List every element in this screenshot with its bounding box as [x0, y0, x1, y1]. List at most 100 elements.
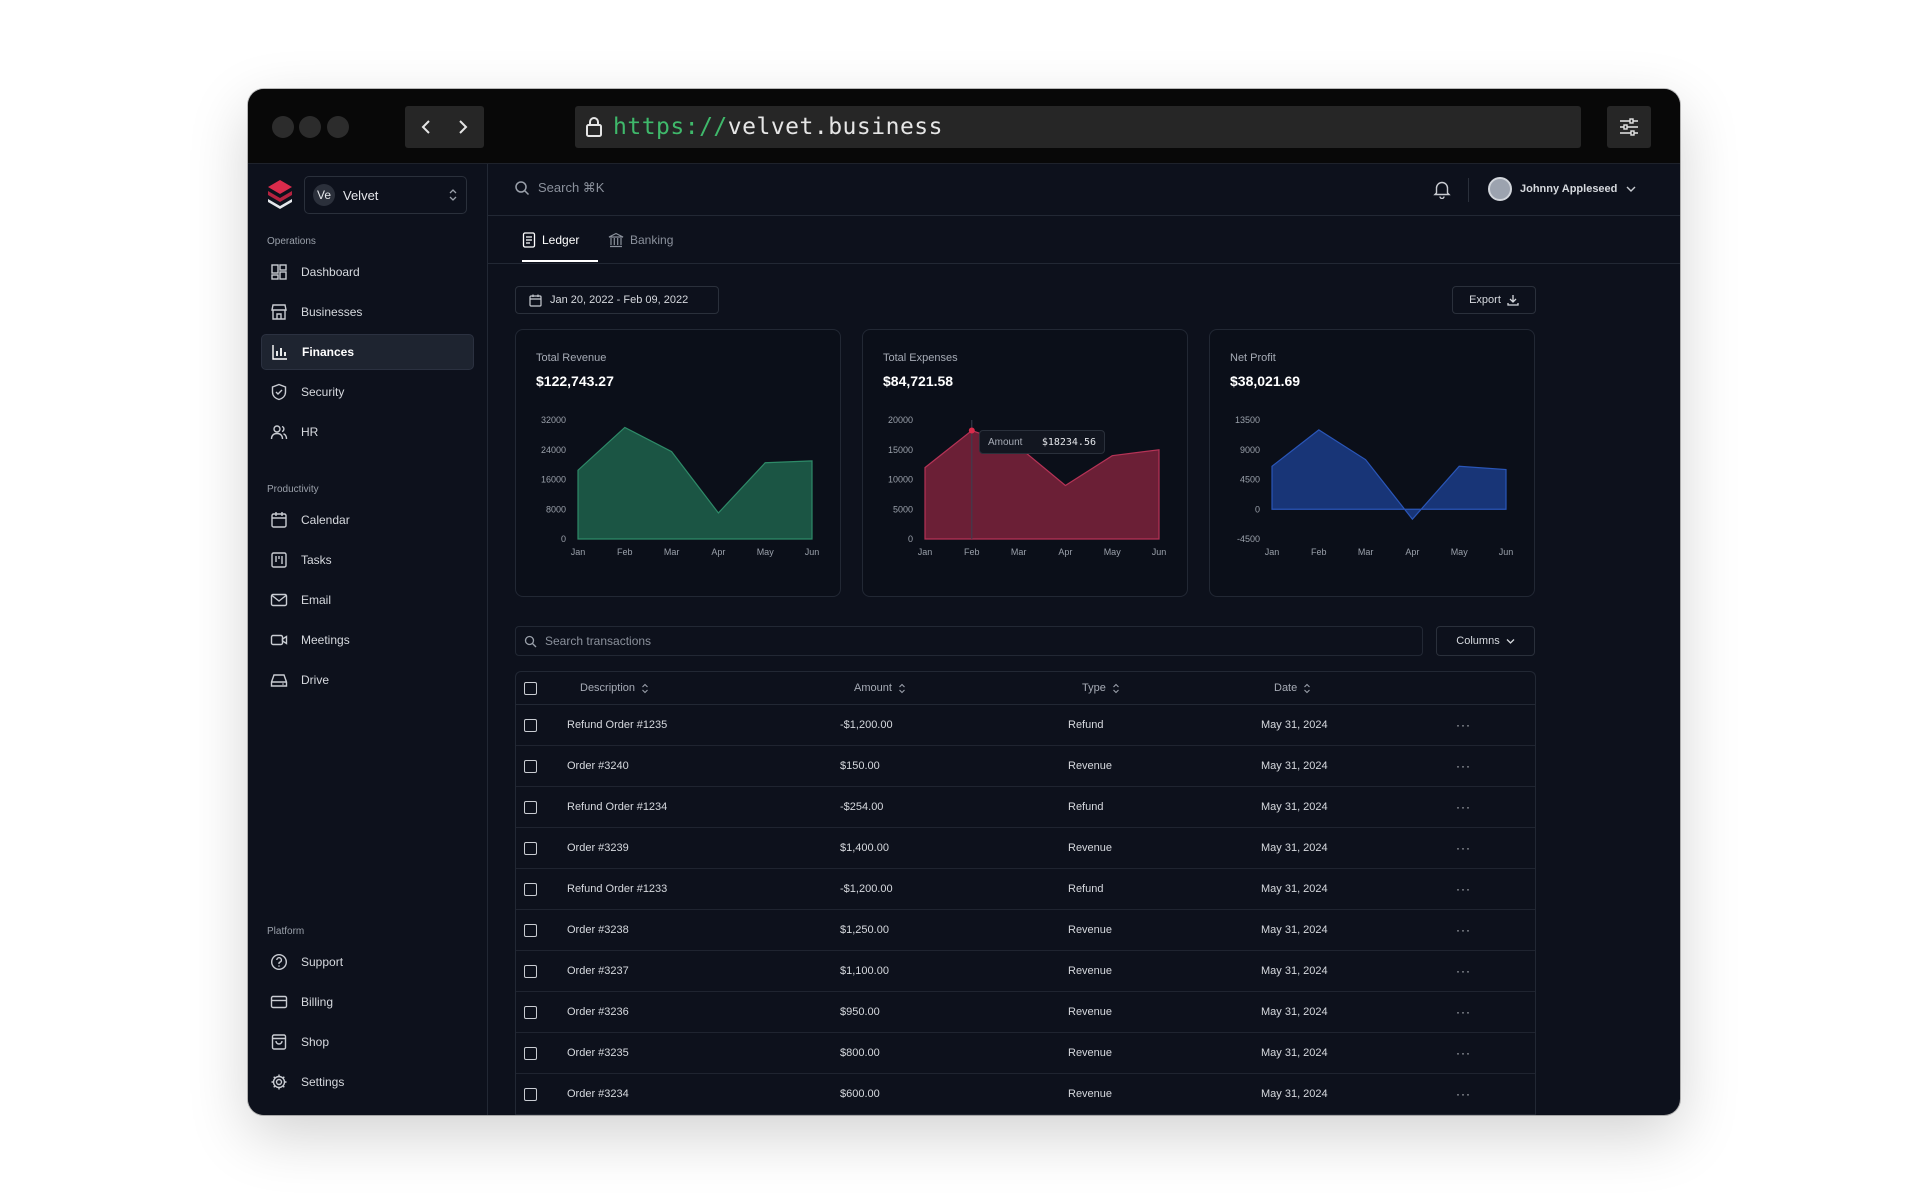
row-checkbox[interactable]: [524, 965, 537, 978]
user-menu[interactable]: Johnny Appleseed: [1488, 177, 1636, 201]
lock-icon: [586, 117, 602, 137]
sidebar-item-label: Meetings: [301, 633, 350, 647]
chevron-right-icon: [459, 120, 468, 134]
browser-settings-button[interactable]: [1607, 106, 1651, 148]
users-icon: [270, 423, 288, 441]
row-menu-button[interactable]: ···: [1456, 759, 1471, 773]
sidebar-item-calendar[interactable]: Calendar: [261, 502, 474, 538]
x-tick-label: Mar: [1358, 547, 1374, 557]
dashboard-icon: [270, 263, 288, 281]
sidebar-item-shop[interactable]: Shop: [261, 1024, 474, 1060]
close-window-button[interactable]: [272, 116, 294, 138]
tab-banking[interactable]: Banking: [608, 230, 673, 250]
table-row[interactable]: Order #3234 $600.00 Revenue May 31, 2024…: [516, 1074, 1535, 1115]
table-row[interactable]: Order #3238 $1,250.00 Revenue May 31, 20…: [516, 910, 1535, 951]
x-tick-label: Jan: [918, 547, 933, 557]
tab-ledger[interactable]: Ledger: [522, 230, 579, 250]
sidebar-item-label: Tasks: [301, 553, 332, 567]
row-menu-button[interactable]: ···: [1456, 1046, 1471, 1060]
y-tick-label: 9000: [1240, 445, 1260, 455]
row-menu-button[interactable]: ···: [1456, 964, 1471, 978]
transactions-search-input[interactable]: Search transactions: [515, 626, 1423, 656]
table-row[interactable]: Refund Order #1235 -$1,200.00 Refund May…: [516, 705, 1535, 746]
export-button[interactable]: Export: [1452, 286, 1536, 314]
chevron-up-down-icon: [449, 189, 457, 201]
sidebar-item-meetings[interactable]: Meetings: [261, 622, 474, 658]
sidebar-item-settings[interactable]: Settings: [261, 1064, 474, 1100]
column-header-type[interactable]: Type: [1082, 682, 1120, 694]
workspace-name: Velvet: [343, 187, 379, 203]
cell-date: May 31, 2024: [1261, 965, 1328, 977]
x-tick-label: Jun: [1152, 547, 1167, 557]
tooltip-value: $18234.56: [1041, 436, 1096, 448]
column-header-description[interactable]: Description: [580, 682, 649, 694]
column-header-amount[interactable]: Amount: [854, 682, 906, 694]
sidebar-item-security[interactable]: Security: [261, 374, 474, 410]
sliders-icon: [1620, 118, 1638, 136]
row-checkbox[interactable]: [524, 883, 537, 896]
table-row[interactable]: Order #3237 $1,100.00 Revenue May 31, 20…: [516, 951, 1535, 992]
card-value: $122,743.27: [536, 373, 614, 389]
row-menu-button[interactable]: ···: [1456, 841, 1471, 855]
sidebar-item-label: HR: [301, 425, 319, 439]
y-tick-label: 8000: [546, 504, 566, 514]
sidebar-item-hr[interactable]: HR: [261, 414, 474, 450]
table-row[interactable]: Order #3240 $150.00 Revenue May 31, 2024…: [516, 746, 1535, 787]
row-checkbox[interactable]: [524, 1006, 537, 1019]
global-search[interactable]: Search ⌘K: [514, 180, 604, 196]
x-tick-label: Feb: [964, 547, 980, 557]
sidebar-item-drive[interactable]: Drive: [261, 662, 474, 698]
sort-icon: [1112, 683, 1119, 693]
row-checkbox[interactable]: [524, 1047, 537, 1060]
row-checkbox[interactable]: [524, 1088, 537, 1101]
sidebar-item-businesses[interactable]: Businesses: [261, 294, 474, 330]
x-tick-label: Jun: [805, 547, 820, 557]
x-tick-label: Mar: [1011, 547, 1027, 557]
minimize-window-button[interactable]: [299, 116, 321, 138]
y-tick-label: 20000: [888, 415, 913, 425]
select-all-checkbox[interactable]: [524, 682, 537, 695]
user-name: Johnny Appleseed: [1520, 183, 1618, 195]
row-menu-button[interactable]: ···: [1456, 1005, 1471, 1019]
table-row[interactable]: Refund Order #1233 -$1,200.00 Refund May…: [516, 869, 1535, 910]
sidebar-item-label: Settings: [301, 1075, 345, 1089]
row-checkbox[interactable]: [524, 924, 537, 937]
table-row[interactable]: Order #3236 $950.00 Revenue May 31, 2024…: [516, 992, 1535, 1033]
app-header: Search ⌘K Johnny Appleseed: [488, 164, 1680, 216]
sidebar-item-email[interactable]: Email: [261, 582, 474, 618]
sidebar-item-billing[interactable]: Billing: [261, 984, 474, 1020]
columns-label: Columns: [1456, 635, 1500, 647]
row-checkbox[interactable]: [524, 801, 537, 814]
table-row[interactable]: Order #3235 $800.00 Revenue May 31, 2024…: [516, 1033, 1535, 1074]
table-row[interactable]: Order #3239 $1,400.00 Revenue May 31, 20…: [516, 828, 1535, 869]
sidebar-item-tasks[interactable]: Tasks: [261, 542, 474, 578]
row-checkbox[interactable]: [524, 760, 537, 773]
date-range-picker[interactable]: Jan 20, 2022 - Feb 09, 2022: [515, 286, 719, 314]
header-divider: [1468, 178, 1469, 202]
maximize-window-button[interactable]: [327, 116, 349, 138]
row-menu-button[interactable]: ···: [1456, 882, 1471, 896]
columns-dropdown[interactable]: Columns: [1436, 626, 1535, 656]
row-menu-button[interactable]: ···: [1456, 718, 1471, 732]
cell-description: Order #3234: [567, 1088, 629, 1100]
forward-button[interactable]: [440, 106, 484, 148]
row-checkbox[interactable]: [524, 719, 537, 732]
row-menu-button[interactable]: ···: [1456, 923, 1471, 937]
row-checkbox[interactable]: [524, 842, 537, 855]
row-menu-button[interactable]: ···: [1456, 800, 1471, 814]
url-bar[interactable]: https://velvet.business: [575, 106, 1581, 148]
column-header-label: Amount: [854, 682, 892, 694]
column-header-date[interactable]: Date: [1274, 682, 1311, 694]
workspace-switcher[interactable]: Ve Velvet: [304, 176, 467, 214]
row-menu-button[interactable]: ···: [1456, 1087, 1471, 1101]
cell-amount: -$1,200.00: [840, 719, 893, 731]
table-row[interactable]: Refund Order #1234 -$254.00 Refund May 3…: [516, 787, 1535, 828]
sidebar-item-finances[interactable]: Finances: [261, 334, 474, 370]
bell-icon[interactable]: [1432, 179, 1452, 199]
x-tick-label: Mar: [664, 547, 680, 557]
video-icon: [270, 631, 288, 649]
section-label-operations: Operations: [267, 236, 316, 247]
sidebar-item-dashboard[interactable]: Dashboard: [261, 254, 474, 290]
sidebar-item-support[interactable]: Support: [261, 944, 474, 980]
cell-type: Refund: [1068, 719, 1104, 731]
